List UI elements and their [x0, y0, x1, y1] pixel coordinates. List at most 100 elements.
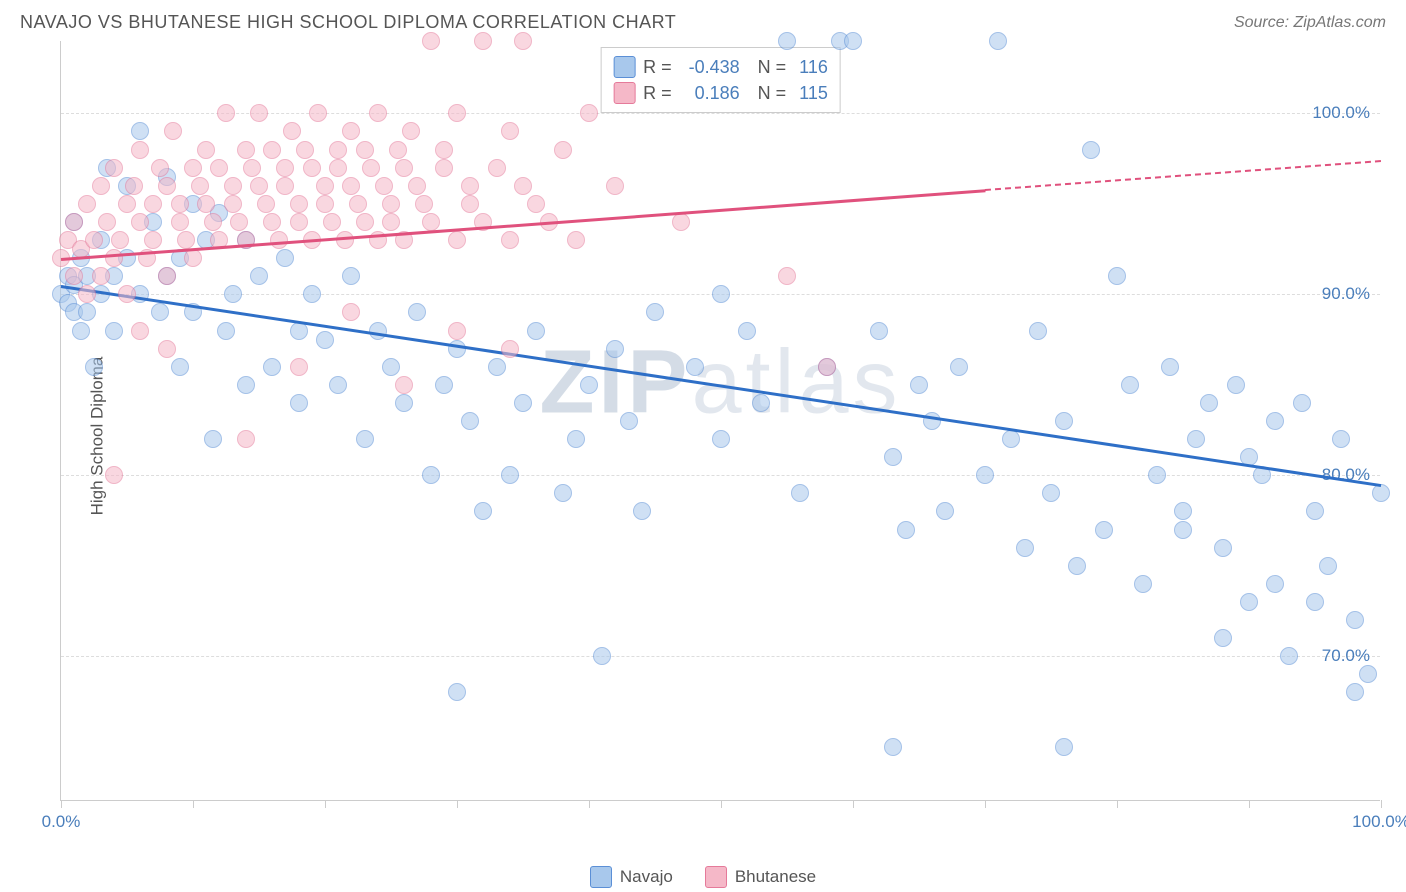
scatter-point: [217, 104, 235, 122]
x-tick: [1381, 800, 1382, 808]
scatter-point: [884, 448, 902, 466]
scatter-point: [554, 484, 572, 502]
scatter-point: [389, 141, 407, 159]
scatter-point: [237, 141, 255, 159]
scatter-point: [276, 177, 294, 195]
scatter-point: [818, 358, 836, 376]
chart-container: High School Diploma ZIPatlas R =-0.438 N…: [0, 41, 1406, 831]
scatter-point: [329, 376, 347, 394]
scatter-point: [237, 376, 255, 394]
x-tick: [853, 800, 854, 808]
scatter-point: [323, 213, 341, 231]
scatter-point: [448, 683, 466, 701]
scatter-point: [125, 177, 143, 195]
legend-item: Navajo: [590, 866, 673, 888]
scatter-point: [501, 231, 519, 249]
scatter-point: [105, 159, 123, 177]
scatter-point: [250, 104, 268, 122]
scatter-point: [1095, 521, 1113, 539]
x-tick-label: 0.0%: [42, 812, 81, 832]
x-tick: [193, 800, 194, 808]
scatter-point: [204, 430, 222, 448]
r-label: R =: [643, 83, 672, 104]
scatter-point: [144, 195, 162, 213]
x-tick: [457, 800, 458, 808]
scatter-point: [118, 285, 136, 303]
scatter-point: [78, 195, 96, 213]
scatter-point: [448, 340, 466, 358]
scatter-point: [224, 177, 242, 195]
x-tick: [985, 800, 986, 808]
scatter-point: [290, 195, 308, 213]
y-tick-label: 70.0%: [1322, 646, 1370, 666]
scatter-point: [158, 267, 176, 285]
scatter-point: [633, 502, 651, 520]
scatter-point: [646, 303, 664, 321]
scatter-point: [296, 141, 314, 159]
scatter-point: [171, 213, 189, 231]
scatter-point: [554, 141, 572, 159]
scatter-point: [224, 285, 242, 303]
x-tick-label: 100.0%: [1352, 812, 1406, 832]
scatter-point: [527, 195, 545, 213]
scatter-point: [303, 159, 321, 177]
scatter-point: [989, 32, 1007, 50]
scatter-point: [375, 177, 393, 195]
scatter-point: [501, 466, 519, 484]
scatter-point: [408, 177, 426, 195]
r-value: 0.186: [680, 83, 740, 104]
scatter-point: [791, 484, 809, 502]
scatter-point: [1121, 376, 1139, 394]
x-tick: [1117, 800, 1118, 808]
scatter-point: [514, 394, 532, 412]
legend-swatch: [590, 866, 612, 888]
scatter-point: [184, 159, 202, 177]
scatter-point: [488, 159, 506, 177]
scatter-point: [1214, 629, 1232, 647]
scatter-point: [329, 141, 347, 159]
scatter-point: [1148, 466, 1166, 484]
legend: NavajoBhutanese: [0, 866, 1406, 888]
scatter-point: [1280, 647, 1298, 665]
scatter-point: [276, 249, 294, 267]
scatter-point: [402, 122, 420, 140]
scatter-point: [263, 141, 281, 159]
scatter-point: [171, 358, 189, 376]
scatter-point: [65, 213, 83, 231]
scatter-point: [1332, 430, 1350, 448]
n-value: 116: [794, 57, 828, 78]
scatter-point: [369, 322, 387, 340]
scatter-point: [224, 195, 242, 213]
scatter-point: [131, 322, 149, 340]
scatter-point: [217, 322, 235, 340]
trend-line-dashed: [985, 160, 1381, 191]
scatter-point: [474, 502, 492, 520]
r-value: -0.438: [680, 57, 740, 78]
scatter-point: [290, 213, 308, 231]
x-tick: [1249, 800, 1250, 808]
scatter-point: [712, 285, 730, 303]
scatter-point: [1359, 665, 1377, 683]
scatter-point: [72, 322, 90, 340]
r-label: R =: [643, 57, 672, 78]
scatter-point: [1108, 267, 1126, 285]
scatter-point: [309, 104, 327, 122]
n-label: N =: [748, 57, 787, 78]
scatter-point: [395, 376, 413, 394]
scatter-point: [567, 231, 585, 249]
scatter-point: [184, 249, 202, 267]
source-label: Source: ZipAtlas.com: [1234, 14, 1386, 32]
scatter-point: [230, 213, 248, 231]
scatter-point: [422, 32, 440, 50]
scatter-point: [210, 159, 228, 177]
scatter-point: [395, 394, 413, 412]
scatter-point: [131, 141, 149, 159]
scatter-point: [382, 358, 400, 376]
x-tick: [589, 800, 590, 808]
scatter-point: [1161, 358, 1179, 376]
scatter-point: [976, 466, 994, 484]
scatter-point: [158, 177, 176, 195]
scatter-point: [356, 141, 374, 159]
scatter-point: [567, 430, 585, 448]
scatter-point: [1055, 412, 1073, 430]
